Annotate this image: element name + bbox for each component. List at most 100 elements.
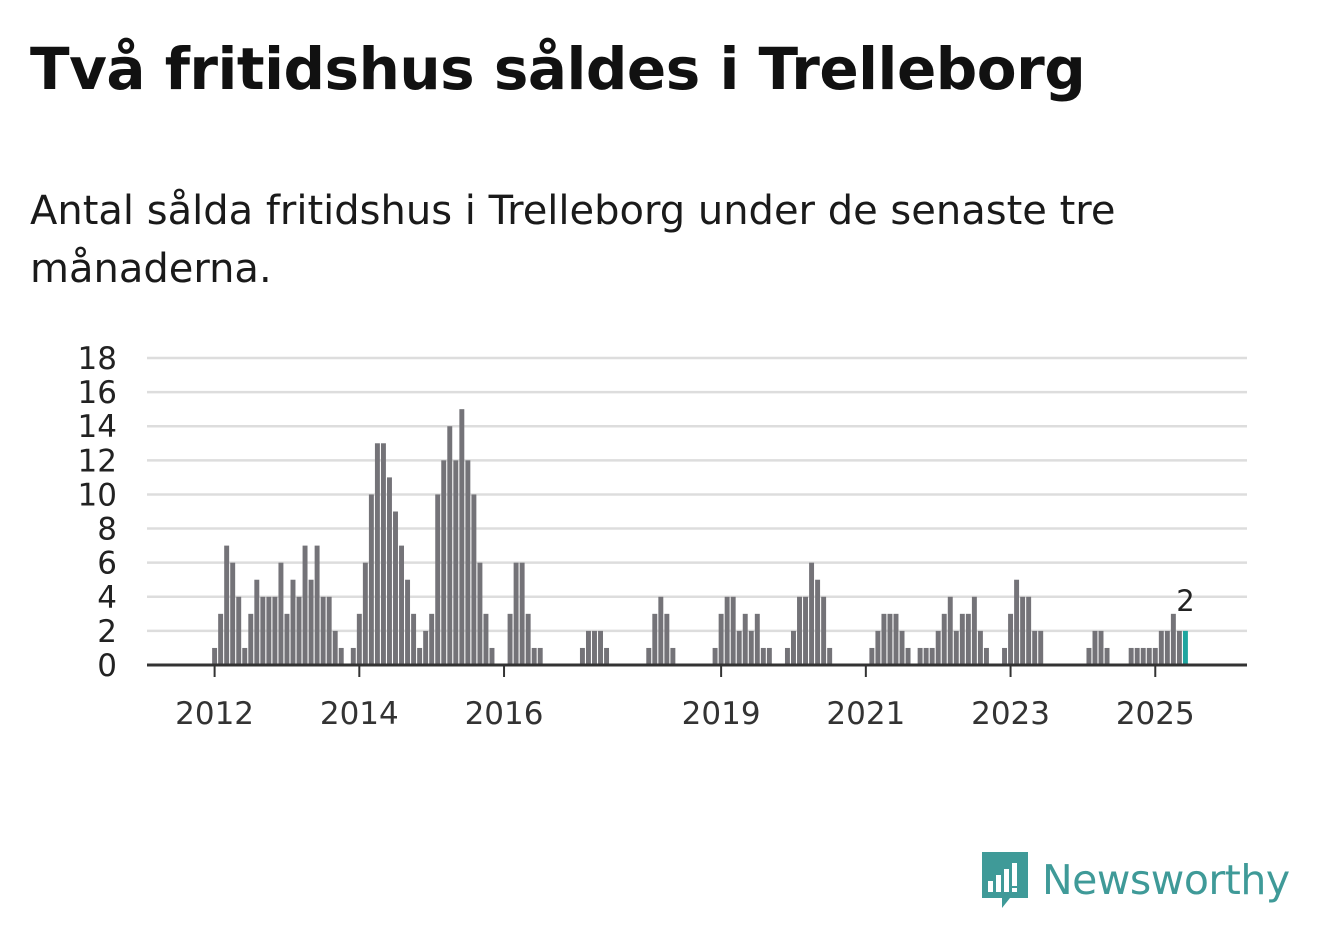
bar (441, 460, 447, 665)
bar (453, 460, 459, 665)
bar (579, 647, 585, 665)
bar (531, 647, 537, 665)
bar (1158, 630, 1164, 665)
newsworthy-logo: Newsworthy (980, 850, 1290, 910)
bar (1134, 647, 1140, 665)
bar (513, 562, 519, 665)
chart-title: Två fritidshus såldes i Trelleborg (30, 35, 1086, 103)
bar (917, 647, 923, 665)
x-tick-label: 2021 (826, 696, 905, 732)
bar (465, 460, 471, 665)
newsworthy-logo-text: Newsworthy (1042, 856, 1290, 904)
bar (1176, 630, 1182, 665)
bar-latest (1182, 630, 1188, 665)
bar (983, 647, 989, 665)
bar (1032, 630, 1038, 665)
bar (296, 596, 302, 665)
bar (821, 596, 827, 665)
bar (971, 596, 977, 665)
bar (260, 596, 266, 665)
bar (248, 613, 254, 665)
chart-subtitle: Antal sålda fritidshus i Trelleborg unde… (30, 188, 1116, 292)
bar (959, 613, 965, 665)
y-tick-label: 18 (78, 341, 117, 377)
bar (236, 596, 242, 665)
bar (658, 596, 664, 665)
bar (350, 647, 356, 665)
bar (1014, 579, 1020, 665)
bar (393, 511, 398, 665)
bar (1170, 613, 1176, 665)
bar (809, 562, 815, 665)
bar (754, 613, 760, 665)
bar (1026, 596, 1032, 665)
bar (592, 630, 597, 665)
bar (332, 630, 338, 665)
bar (417, 647, 423, 665)
bar (797, 596, 802, 665)
y-tick-label: 16 (78, 375, 117, 411)
x-tick-label: 2023 (971, 696, 1050, 732)
bar (935, 630, 941, 665)
bar (320, 596, 326, 665)
bar (224, 545, 230, 665)
bar (730, 596, 736, 665)
bar (386, 477, 392, 665)
bar (766, 647, 772, 665)
bar (947, 596, 953, 665)
bar (218, 613, 224, 665)
bar (459, 409, 465, 665)
bar (1104, 647, 1110, 665)
bar (905, 647, 911, 665)
bar (748, 630, 754, 665)
bar (869, 647, 875, 665)
bar (712, 647, 718, 665)
bar (929, 647, 935, 665)
bar (803, 596, 809, 665)
y-tick-label: 4 (97, 580, 117, 616)
bar (1098, 630, 1104, 665)
bar (923, 647, 929, 665)
bar (266, 596, 272, 665)
bar (965, 613, 971, 665)
bar (953, 630, 959, 665)
bar (941, 613, 947, 665)
bar (718, 613, 724, 665)
bar (471, 494, 477, 665)
bar (254, 579, 260, 665)
bar (1164, 630, 1170, 665)
x-tick-label: 2014 (320, 696, 399, 732)
bar (242, 647, 248, 665)
bar (507, 613, 513, 665)
y-tick-label: 10 (78, 477, 117, 513)
x-tick-label: 2016 (465, 696, 544, 732)
x-tick-label: 2025 (1116, 696, 1195, 732)
bar (405, 579, 411, 665)
bar (290, 579, 296, 665)
bar (314, 545, 320, 665)
bar (429, 613, 435, 665)
bar (977, 630, 983, 665)
bar (423, 630, 429, 665)
bar (399, 545, 405, 665)
y-tick-label: 14 (78, 409, 117, 445)
y-tick-label: 0 (97, 648, 117, 684)
bar (230, 562, 236, 665)
bar (278, 562, 284, 665)
y-tick-label: 2 (97, 614, 117, 650)
bar (604, 647, 610, 665)
bar (742, 613, 748, 665)
bar (881, 613, 887, 665)
bar (411, 613, 417, 665)
bar (585, 630, 591, 665)
bar (736, 630, 742, 665)
bar (875, 630, 881, 665)
bar (338, 647, 344, 665)
bar (893, 613, 899, 665)
bar (1008, 613, 1014, 665)
bar (302, 545, 308, 665)
bar (435, 494, 441, 665)
bar (899, 630, 905, 665)
bar (652, 613, 658, 665)
